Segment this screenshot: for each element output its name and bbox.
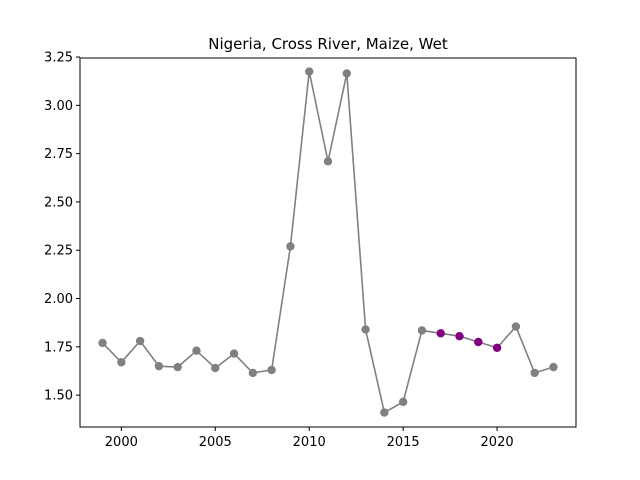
data-point [305,67,314,76]
data-point [117,358,126,367]
data-point [323,157,333,166]
x-tick-label: 2005 [199,435,232,450]
y-tick-label: 3.25 [44,51,73,66]
y-tick-label: 1.50 [44,389,73,404]
data-point [511,322,521,331]
data-point [248,368,258,378]
highlighted-data-point [492,343,502,352]
data-point [173,362,182,372]
highlighted-data-point [474,337,483,347]
chart-title: Nigeria, Cross River, Maize, Wet [208,35,448,53]
x-tick-label: 2010 [293,435,326,450]
series-line [101,70,554,414]
data-point [417,326,427,335]
y-axis: 1.50 1.75 2.00 2.25 2.50 2.75 3.00 3.25 [44,51,80,404]
data-point [154,361,164,371]
data-point [229,349,239,358]
data-point [211,363,220,373]
data-point [342,69,351,78]
data-point [549,362,558,372]
y-tick-label: 2.25 [44,244,73,259]
y-tick-label: 2.00 [44,292,73,307]
data-point [380,408,389,417]
x-axis: 2000 2005 2010 2015 2020 [105,427,514,450]
plot-frame [79,57,577,428]
y-tick-label: 2.50 [44,195,73,210]
data-point [286,242,295,251]
data-point [192,346,201,355]
plot-area [98,67,558,417]
data-point [530,368,539,378]
highlighted-data-point [436,329,445,338]
x-tick-label: 2015 [387,435,420,450]
y-tick-label: 2.75 [44,147,73,162]
x-tick-label: 2020 [481,435,514,450]
highlighted-data-point [455,331,464,341]
data-point [98,338,107,348]
data-point [135,336,145,346]
data-point [267,365,276,375]
y-tick-label: 3.00 [44,99,73,114]
x-tick-label: 2000 [105,435,138,450]
data-point [398,397,408,407]
data-point [361,325,370,334]
y-tick-label: 1.75 [44,340,73,355]
